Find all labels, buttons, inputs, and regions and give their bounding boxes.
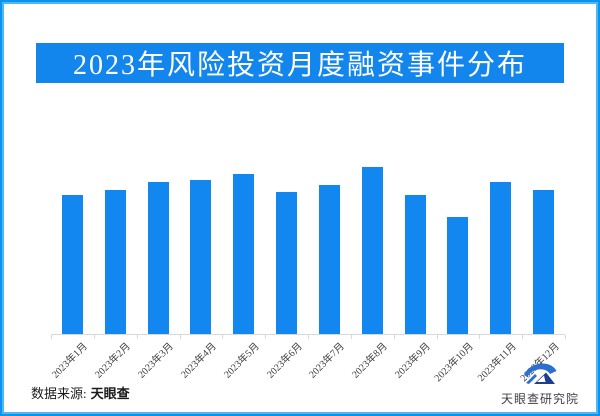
bar-2023年1月 (61, 195, 83, 334)
tianyancha-logo: 天眼查研究院 (490, 362, 590, 407)
bar-2023年12月 (533, 190, 555, 334)
x-axis-tick (479, 335, 481, 339)
x-axis-tick (222, 335, 224, 339)
chart-title: 2023年风险投资月度融资事件分布 (72, 50, 527, 81)
x-axis-tick (393, 335, 395, 339)
x-axis-tick (179, 335, 181, 339)
tianyancha-logo-text: 天眼查研究院 (500, 392, 579, 406)
data-source-value: 天眼查 (90, 386, 130, 401)
x-axis-line (51, 334, 565, 335)
bar-2023年6月 (276, 192, 298, 334)
data-source: 数据来源: 天眼查 (31, 383, 130, 402)
x-axis-tick (136, 335, 138, 339)
bar-2023年11月 (490, 182, 512, 334)
bar-2023年7月 (318, 185, 340, 334)
x-axis-tick (522, 335, 524, 339)
bar-2023年2月 (104, 190, 126, 334)
x-axis-tick (51, 335, 52, 339)
chart-title-banner: 2023年风险投资月度融资事件分布 (36, 43, 564, 83)
data-source-label: 数据来源: (31, 386, 87, 401)
x-axis-tick (350, 335, 352, 339)
x-axis-tick (436, 335, 438, 339)
x-axis-tick (308, 335, 309, 339)
bar-2023年10月 (447, 217, 469, 334)
bar-2023年3月 (147, 182, 169, 334)
tianyancha-eye-icon (524, 363, 557, 384)
bar-2023年5月 (233, 174, 255, 334)
x-axis-tick (265, 335, 267, 339)
bar-2023年8月 (361, 167, 383, 334)
x-axis-tick (93, 335, 95, 339)
x-axis-tick (565, 335, 566, 339)
bar-2023年9月 (404, 195, 426, 334)
bar-2023年4月 (190, 180, 212, 334)
